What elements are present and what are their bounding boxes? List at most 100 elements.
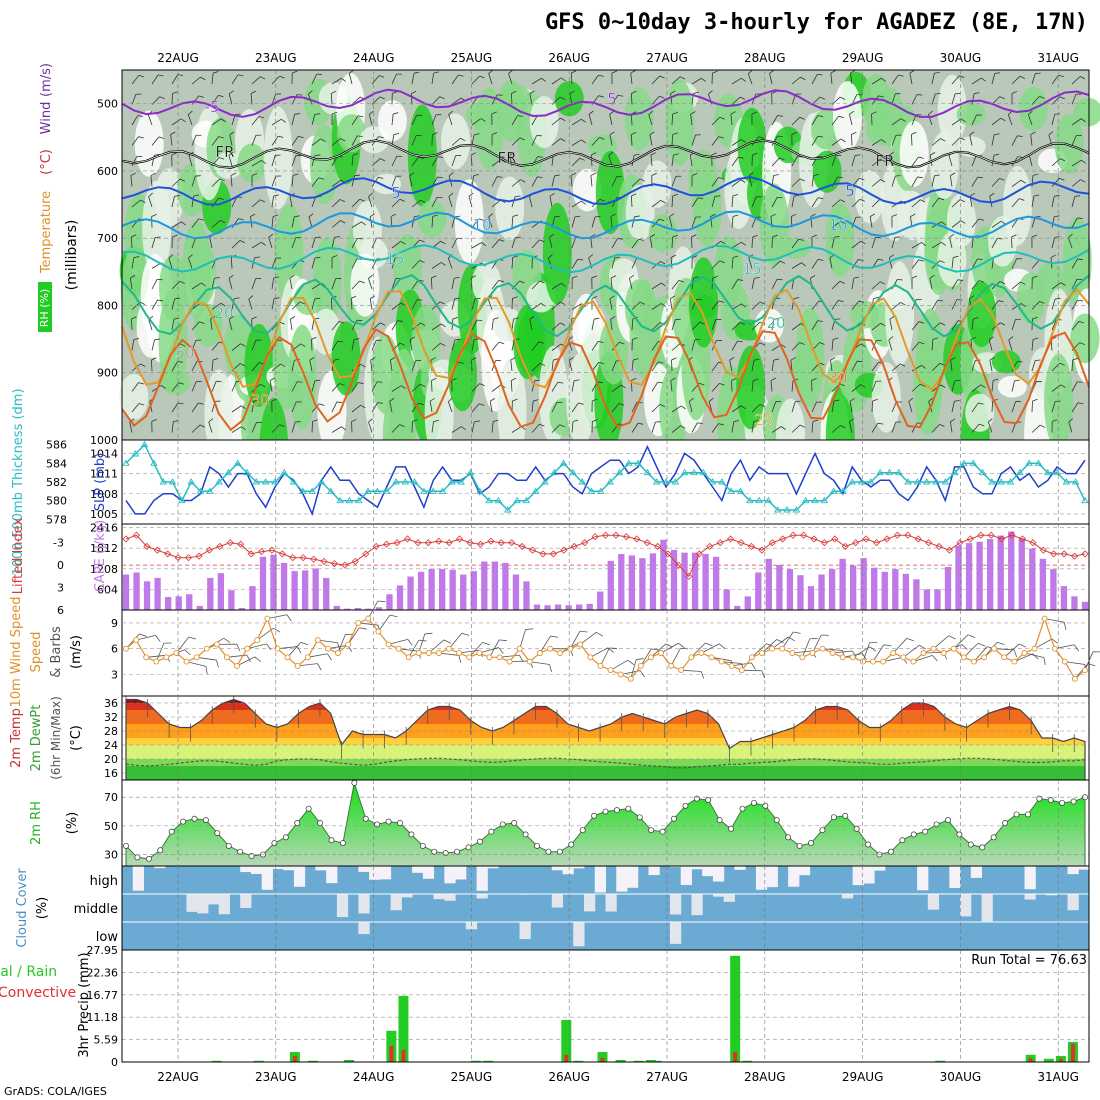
- barb-shaft: [651, 282, 662, 290]
- lifted-index-point: [977, 531, 985, 539]
- barb-feather: [439, 301, 445, 305]
- cape-tick: 1812: [90, 542, 118, 555]
- barb-feather: [895, 421, 902, 423]
- barb-feather: [443, 639, 451, 644]
- barb-shaft: [751, 643, 767, 658]
- barb-shaft: [691, 216, 696, 228]
- wind-barb: [811, 96, 826, 105]
- barb-shaft: [571, 380, 575, 392]
- wind-barb: [151, 96, 165, 105]
- wind-barb: [889, 315, 895, 331]
- rh-patch: [689, 257, 719, 348]
- barb-shaft: [1031, 400, 1033, 413]
- cape-bar: [449, 569, 456, 610]
- barb-shaft: [311, 196, 317, 208]
- barb-shaft: [151, 74, 159, 85]
- lifted-index-point: [654, 542, 662, 551]
- barb-feather: [910, 213, 916, 217]
- barb-shaft: [811, 74, 818, 85]
- wind-barb: [531, 379, 540, 392]
- thickness-point: [187, 478, 195, 485]
- wind-barb: [191, 424, 206, 433]
- barb-feather: [739, 322, 746, 326]
- wind-barb: [391, 257, 401, 269]
- barb-feather: [316, 73, 323, 75]
- barb-feather: [657, 381, 664, 384]
- wind-barb: [751, 196, 762, 208]
- barb-shaft: [1051, 216, 1055, 228]
- slp-tick: 1011: [90, 468, 118, 481]
- barb-shaft: [309, 360, 313, 372]
- cape-bar: [154, 577, 161, 610]
- wind-barb: [471, 420, 480, 433]
- wind-speed-point: [355, 619, 362, 626]
- barb-shaft: [748, 257, 753, 269]
- barb-shaft: [1071, 402, 1079, 413]
- cape-bar: [228, 590, 235, 610]
- wind-barb: [791, 262, 806, 269]
- wind-barb: [311, 177, 325, 187]
- wind-barb: [511, 115, 523, 126]
- wind-barb: [551, 77, 566, 85]
- barb-shaft: [307, 653, 328, 658]
- barb-feather: [1077, 217, 1083, 219]
- wind-barb: [411, 114, 423, 126]
- temp-tick: 36: [104, 697, 118, 710]
- barb-shaft: [721, 661, 742, 664]
- wind-barb: [531, 280, 545, 290]
- barb-feather: [296, 646, 302, 654]
- thickness-point: [736, 487, 745, 494]
- barb-feather: [678, 642, 685, 649]
- barb-shaft: [851, 217, 857, 228]
- wind-barb: [531, 341, 545, 351]
- barb-feather: [340, 220, 346, 224]
- contour-label: 50: [175, 344, 194, 362]
- barb-feather: [1017, 135, 1023, 137]
- barb-shaft: [610, 216, 613, 228]
- barb-feather: [360, 363, 366, 368]
- barb-feather: [795, 93, 802, 95]
- wind-barb: [631, 301, 646, 310]
- wind-barb: [309, 356, 315, 372]
- barb-feather: [930, 152, 936, 156]
- wind-barb: [971, 258, 983, 269]
- barb-feather: [859, 177, 865, 181]
- barb-feather: [869, 646, 877, 652]
- barb-shaft: [711, 383, 720, 392]
- thickness-point: [541, 478, 549, 485]
- barb-feather: [130, 172, 136, 176]
- wind-barb: [348, 69, 354, 85]
- wind-barb: [629, 274, 635, 290]
- wind-barb: [771, 234, 778, 249]
- lifted-index-point: [216, 542, 224, 551]
- wind-barb: [731, 662, 756, 670]
- rh-patch: [1062, 217, 1092, 305]
- cape-bar: [1039, 558, 1047, 610]
- wind-barb: [891, 302, 906, 310]
- cloud-clear-cell: [390, 894, 402, 911]
- lifted-index-point: [518, 542, 526, 551]
- wind-barb: [411, 199, 426, 208]
- barb-feather: [670, 90, 676, 94]
- barb-shaft: [188, 257, 193, 269]
- barb-shaft: [509, 660, 530, 662]
- wind-barb: [251, 76, 266, 85]
- barb-feather: [648, 110, 654, 115]
- barb-shaft: [811, 115, 819, 126]
- barb-shaft: [831, 425, 841, 433]
- barb-feather: [292, 173, 299, 176]
- barb-shaft: [491, 159, 502, 167]
- barb-shaft: [251, 241, 262, 249]
- barb-feather: [919, 383, 926, 387]
- barb-feather: [331, 111, 338, 115]
- barb-shaft: [151, 96, 161, 105]
- barb-feather: [289, 274, 295, 279]
- thickness-tick: 582: [46, 476, 67, 489]
- barb-shaft: [851, 361, 858, 372]
- wind-barb: [751, 378, 759, 392]
- wind-speed-point: [143, 654, 150, 661]
- precip-convective-bar: [389, 1045, 394, 1062]
- barb-feather: [759, 301, 766, 305]
- barb-feather: [334, 236, 340, 238]
- wind-barb: [236, 656, 261, 667]
